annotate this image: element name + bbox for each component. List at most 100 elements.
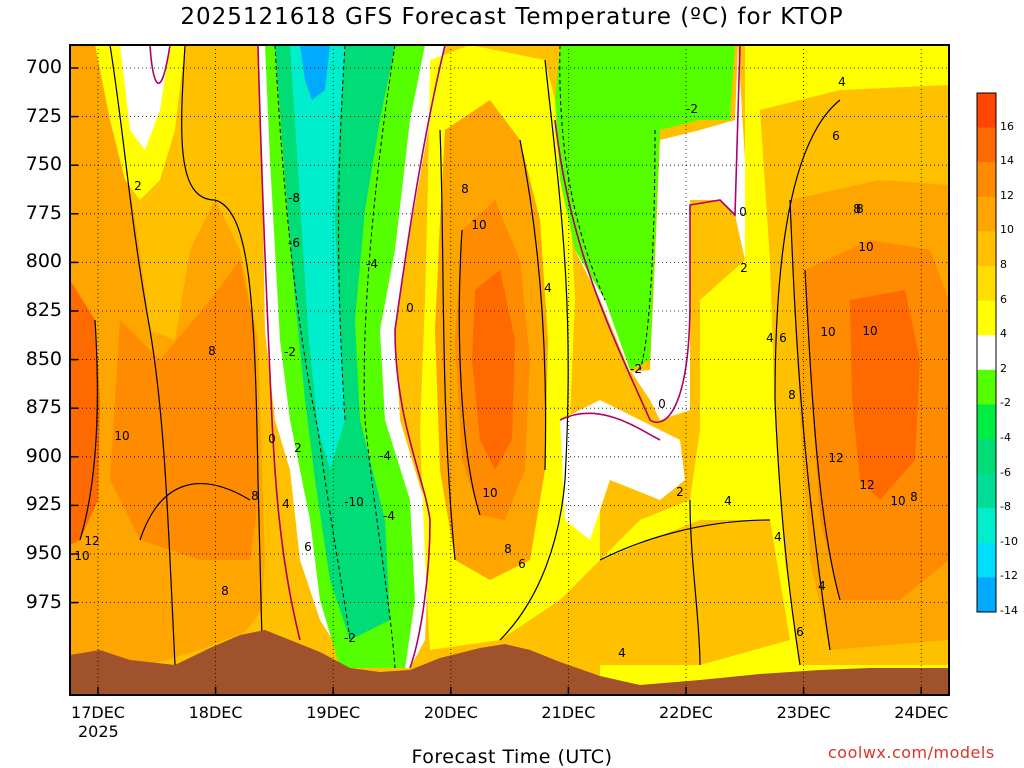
contour-label: -2 <box>630 362 642 376</box>
y-tick-label: 750 <box>25 153 62 176</box>
contour-line <box>458 229 481 516</box>
band-mid-orange <box>110 260 258 560</box>
contour-label: 10 <box>820 325 835 339</box>
zero-isotherm <box>394 45 446 669</box>
contour-line <box>439 129 456 561</box>
colorbar-label: -14 <box>1000 604 1018 617</box>
zero-isotherm <box>554 45 741 424</box>
contour-line <box>109 45 176 666</box>
y-tick-label: 825 <box>25 299 62 321</box>
contour-label: 2 <box>294 441 302 455</box>
y-tick-label: 700 <box>25 56 62 78</box>
contour-label: 10 <box>862 324 877 338</box>
colorbar-label: -12 <box>1000 569 1018 583</box>
contour-label: 2 <box>740 261 748 275</box>
credit-link[interactable]: coolwx.com/models <box>828 743 995 762</box>
colorbar-label: 8 <box>1000 258 1007 271</box>
colorbar-swatch <box>977 542 996 578</box>
band-cold-blue <box>300 45 330 100</box>
contour-label: 0 <box>268 432 276 446</box>
x-tick-label: 19DEC <box>306 703 361 722</box>
contour-label: 8 <box>856 202 864 216</box>
colorbar-label: 6 <box>1000 292 1007 306</box>
contour-line-neg <box>363 45 396 669</box>
colorbar-swatch <box>977 266 996 302</box>
colorbar-swatch <box>977 404 996 440</box>
contour-label: 4 <box>766 331 774 345</box>
contour-line-neg <box>639 129 656 371</box>
colorbar-swatch <box>977 300 996 336</box>
colorbar-label: 14 <box>1000 154 1014 168</box>
x-year-label: 2025 <box>78 722 119 741</box>
chart-title: 2025121618 GFS Forecast Temperature (ºC)… <box>180 4 844 30</box>
contour-label: 10 <box>74 549 89 563</box>
colorbar-label: 10 <box>1000 223 1014 237</box>
x-tick-label: 21DEC <box>541 703 596 722</box>
colorbar-swatch <box>977 162 996 198</box>
x-tick-label: 22DEC <box>659 703 713 722</box>
colorbar-swatch <box>977 196 996 232</box>
contour-label: 8 <box>853 202 861 216</box>
contour-label: 6 <box>518 557 526 571</box>
contour-label: -4 <box>366 257 378 271</box>
colorbar-label: 2 <box>1000 361 1007 375</box>
contour-label: 12 <box>859 478 874 492</box>
x-tick-label: 24DEC <box>894 703 949 722</box>
contour-label: -8 <box>288 191 300 205</box>
colorbar-swatch <box>977 508 996 544</box>
colorbar-label: 12 <box>1000 188 1014 202</box>
grid <box>70 45 949 695</box>
colorbar-swatch <box>977 231 996 267</box>
contour-label: -4 <box>379 449 391 463</box>
y-tick-label: 975 <box>25 590 62 613</box>
x-tick-label: 23DEC <box>776 703 831 722</box>
contour-label: -2 <box>344 631 356 645</box>
contour-line <box>79 319 98 541</box>
contour-line-neg <box>338 45 346 421</box>
contour-label: 4 <box>818 579 826 593</box>
colorbar-label: -6 <box>1000 465 1011 479</box>
contour-label: -4 <box>383 509 395 523</box>
x-tick-label: 17DEC <box>71 703 125 722</box>
contour-line <box>519 139 547 471</box>
zero-isotherm <box>149 45 171 85</box>
contour-label: -2 <box>686 102 698 116</box>
x-tick-label: 20DEC <box>423 703 478 722</box>
colorbar-swatch <box>977 473 996 509</box>
contour-label: 8 <box>208 344 216 358</box>
contour-line <box>789 199 831 651</box>
contour-label: 6 <box>304 540 312 554</box>
contour-label: 4 <box>838 75 846 89</box>
contour-label: 10 <box>890 494 905 508</box>
plot-frame <box>69 44 950 696</box>
colorbar-label: -10 <box>1000 534 1018 548</box>
contour-label: 4 <box>544 281 552 295</box>
contour-label: 8 <box>788 388 796 402</box>
colorbar-swatch <box>977 93 996 129</box>
colorbar-frame <box>976 92 997 613</box>
contour-label: 4 <box>774 530 782 544</box>
contour-label: 10 <box>482 486 497 500</box>
x-tick-label: 18DEC <box>188 703 243 722</box>
band-right-red <box>850 290 920 500</box>
colorbar-swatch <box>977 127 996 163</box>
band-white-late <box>575 45 745 420</box>
colorbar-swatch <box>977 577 996 613</box>
y-tick-label: 950 <box>25 542 62 564</box>
contour-label: 6 <box>796 625 804 639</box>
y-tick-label: 775 <box>25 201 62 224</box>
contour-label: 8 <box>461 182 469 196</box>
contour-label: 4 <box>282 497 290 511</box>
contour-label: 8 <box>910 490 918 504</box>
contour-label: 6 <box>832 129 840 143</box>
colorbar-swatch <box>977 369 996 405</box>
contour-label: 2 <box>676 485 684 499</box>
y-tick-label: 925 <box>25 493 62 516</box>
contour-line <box>774 99 841 666</box>
colorbar-label: 16 <box>1000 119 1014 133</box>
contour-label: 8 <box>504 542 512 556</box>
contour-label: 4 <box>724 494 732 508</box>
colorbar-label: -2 <box>1000 396 1011 410</box>
band-cold-cyan <box>290 45 345 470</box>
